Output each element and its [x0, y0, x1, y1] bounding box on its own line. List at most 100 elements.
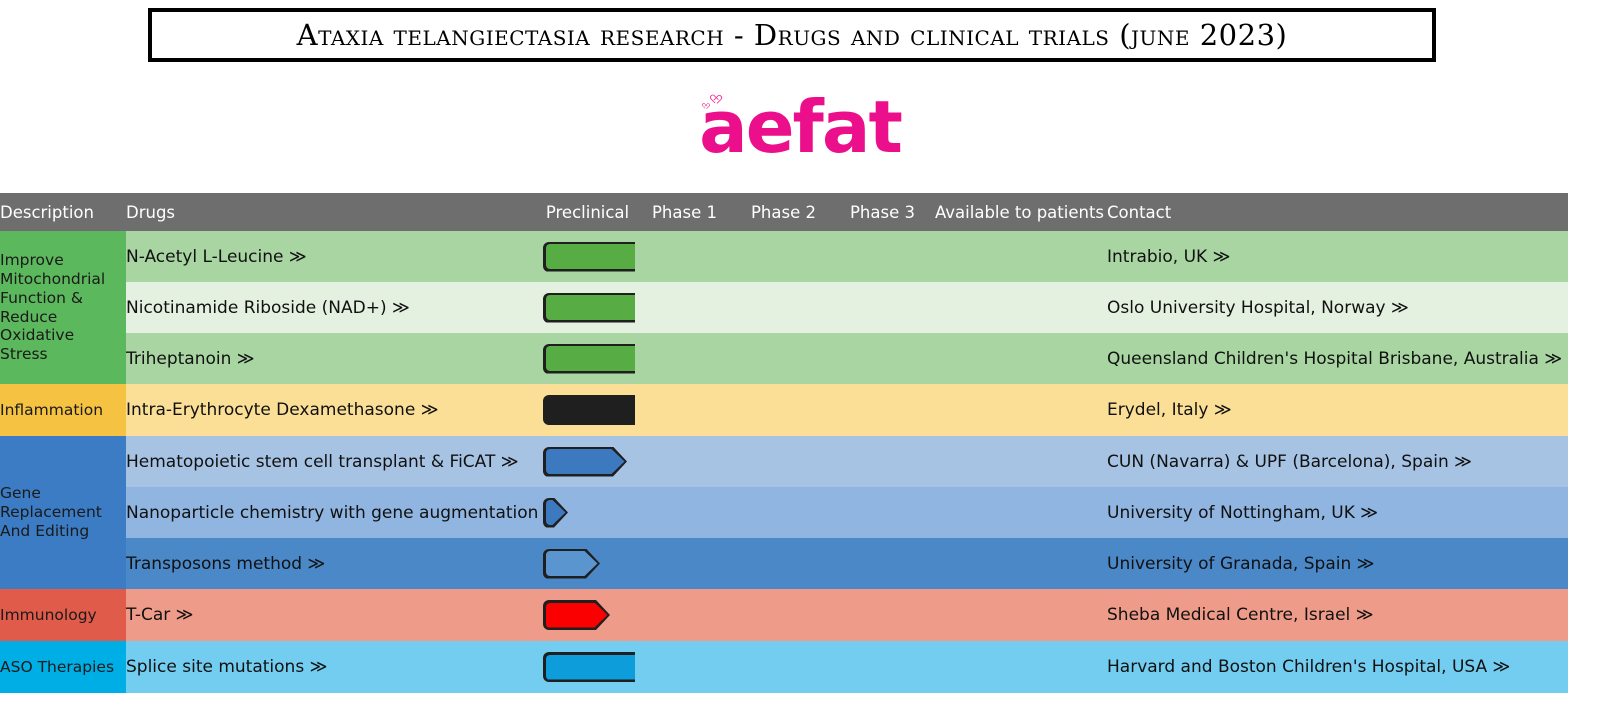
stage-cell-phase-3 — [833, 589, 932, 641]
header-phase-3: Phase 3 — [833, 193, 932, 231]
stage-cell-phase-1 — [635, 436, 734, 487]
stage-cell-phase-3 — [833, 487, 932, 538]
group-label-text: Improve Mitochondrial Function & Reduce … — [0, 250, 106, 364]
heart-icon-small — [704, 101, 711, 107]
drug-link[interactable]: Nicotinamide Riboside (NAD+) ≫ — [126, 282, 540, 333]
stage-cell-phase-2 — [734, 282, 833, 333]
stage-cell-phase-1 — [635, 487, 734, 538]
contact-link[interactable]: Intrabio, UK ≫ — [1107, 231, 1568, 282]
contact-link[interactable]: CUN (Navarra) & UPF (Barcelona), Spain ≫ — [1107, 436, 1568, 487]
stage-cell-phase-1 — [635, 384, 734, 436]
contact-link[interactable]: University of Nottingham, UK ≫ — [1107, 487, 1568, 538]
group-label-aso-therapies: ASO Therapies — [0, 641, 126, 693]
stage-cell-available-to-patients — [932, 641, 1107, 693]
contact-name: University of Nottingham, UK — [1107, 502, 1361, 523]
stage-cell-phase-2 — [734, 641, 833, 693]
drug-link[interactable]: Nanoparticle chemistry with gene augment… — [126, 487, 562, 538]
drug-name: T-Car — [126, 605, 176, 625]
stage-cell-available-to-patients — [932, 538, 1107, 589]
drug-name: Hematopoietic stem cell transplant & FiC… — [126, 451, 501, 472]
table-row: Triheptanoin ≫ Queensland Children's Hosp… — [0, 333, 1568, 384]
stage-cell-phase-1 — [635, 333, 734, 384]
header-description: Description — [0, 193, 126, 231]
progress-bar — [543, 447, 627, 477]
chevron-right-icon: ≫ — [307, 553, 325, 574]
stage-cell-phase-3 — [833, 333, 932, 384]
stage-cell-available-to-patients — [932, 282, 1107, 333]
drug-link[interactable]: Triheptanoin ≫ — [126, 333, 540, 384]
table-row: Improve Mitochondrial Function & Reduce … — [0, 231, 1568, 384]
drug-name: Triheptanoin — [126, 348, 237, 369]
stage-cell-phase-1 — [635, 231, 734, 282]
chevron-right-icon: ≫ — [1544, 348, 1562, 369]
drug-name: Intra-Erythrocyte Dexamethasone — [126, 400, 421, 420]
stage-cell-phase-1 — [635, 538, 734, 589]
stage-cell-phase-2 — [734, 384, 833, 436]
contact-link[interactable]: Erydel, Italy ≫ — [1107, 384, 1568, 436]
contact-name: Erydel, Italy — [1107, 400, 1214, 420]
header-preclinical: Preclinical — [540, 193, 635, 231]
drug-link[interactable]: Transposons method ≫ — [126, 538, 540, 589]
group-label-text: ASO Therapies — [0, 657, 115, 676]
stage-cell-phase-3 — [833, 641, 932, 693]
contact-link[interactable]: University of Granada, Spain ≫ — [1107, 538, 1568, 589]
header-phase-2: Phase 2 — [734, 193, 833, 231]
contact-link[interactable]: Harvard and Boston Children's Hospital, … — [1107, 641, 1568, 693]
stage-cell-available-to-patients — [932, 589, 1107, 641]
group-label-gene-replacement-and-editing: Gene Replacement And Editing — [0, 436, 126, 589]
contact-name: Oslo University Hospital, Norway — [1107, 297, 1391, 318]
stage-cell-preclinical — [540, 589, 635, 641]
stage-cell-phase-3 — [833, 538, 932, 589]
stage-cell-phase-2 — [734, 538, 833, 589]
stage-cell-phase-2 — [734, 487, 833, 538]
group-label-improve-mitochondrial-function-reduce-oxidative-stress: Improve Mitochondrial Function & Reduce … — [0, 231, 126, 384]
stage-cell-preclinical — [540, 384, 635, 436]
contact-link[interactable]: Queensland Children's Hospital Brisbane,… — [1107, 333, 1568, 384]
group-label-text: Inflammation — [0, 400, 104, 419]
chevron-right-icon: ≫ — [1356, 553, 1375, 574]
chevron-right-icon: ≫ — [500, 451, 519, 472]
stage-cell-preclinical — [540, 487, 635, 538]
header-available-to-patients: Available to patients — [932, 193, 1107, 231]
contact-name: Intrabio, UK — [1107, 246, 1213, 267]
drug-link[interactable]: N-Acetyl L-Leucine ≫ — [126, 231, 540, 282]
drug-link[interactable]: Hematopoietic stem cell transplant & FiC… — [126, 436, 540, 487]
header-phase-1: Phase 1 — [635, 193, 734, 231]
stage-cell-phase-2 — [734, 436, 833, 487]
progress-bar — [543, 600, 610, 630]
stage-cell-available-to-patients — [932, 333, 1107, 384]
clinical-trials-table: Description Drugs Preclinical Phase 1 Ph… — [0, 193, 1568, 693]
stage-cell-phase-2 — [734, 333, 833, 384]
contact-name: CUN (Navarra) & UPF (Barcelona), Spain — [1107, 451, 1455, 472]
stage-cell-preclinical — [540, 436, 635, 487]
drug-name: Transposons method — [126, 553, 308, 574]
progress-bar-fill — [546, 500, 566, 525]
stage-cell-phase-3 — [833, 231, 932, 282]
drug-link[interactable]: T-Car ≫ — [126, 589, 540, 641]
contact-name: Queensland Children's Hospital Brisbane,… — [1107, 348, 1545, 369]
table-row: Nanoparticle chemistry with gene augment… — [0, 487, 1568, 538]
progress-bar-fill — [546, 603, 608, 628]
progress-bar-fill — [546, 551, 598, 576]
chevron-right-icon: ≫ — [1391, 297, 1409, 318]
contact-link[interactable]: Sheba Medical Centre, Israel ≫ — [1107, 589, 1568, 641]
stage-cell-phase-2 — [734, 589, 833, 641]
drug-link[interactable]: Splice site mutations ≫ — [126, 641, 540, 693]
contact-link[interactable]: Oslo University Hospital, Norway ≫ — [1107, 282, 1568, 333]
page-title: Ataxia telangiectasia research - Drugs a… — [296, 18, 1288, 52]
table-row: ASO Therapies Splice site mutations ≫ Harv… — [0, 641, 1568, 693]
table-row: Inflammation Intra-Erythrocyte Dexamethas… — [0, 384, 1568, 436]
table-row: Gene Replacement And Editing Hematopoieti… — [0, 436, 1568, 589]
stage-cell-preclinical — [540, 231, 635, 282]
drug-link[interactable]: Intra-Erythrocyte Dexamethasone ≫ — [126, 384, 540, 436]
chevron-right-icon: ≫ — [288, 246, 307, 267]
contact-name: Harvard and Boston Children's Hospital, … — [1107, 657, 1493, 677]
progress-bar-fill — [546, 449, 625, 474]
stage-cell-available-to-patients — [932, 231, 1107, 282]
contact-name: Sheba Medical Centre, Israel — [1107, 605, 1356, 625]
chevron-right-icon: ≫ — [236, 348, 255, 369]
drug-name: Splice site mutations — [126, 657, 310, 677]
chevron-right-icon: ≫ — [1454, 451, 1472, 472]
stage-cell-available-to-patients — [932, 436, 1107, 487]
table-row: Immunology T-Car ≫ Sheba Medical Centre, I… — [0, 589, 1568, 641]
